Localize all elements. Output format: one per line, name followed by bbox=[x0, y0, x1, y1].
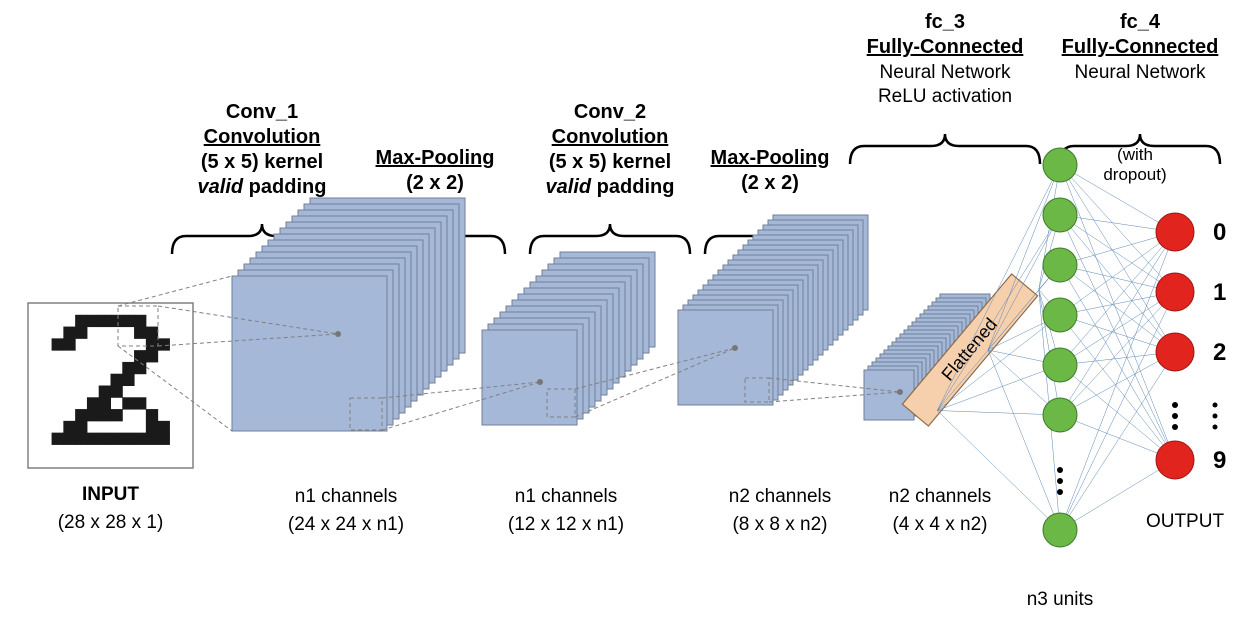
fc4-desc1: Neural Network bbox=[1075, 62, 1206, 83]
feature-map-plate bbox=[482, 330, 577, 425]
ellipsis-dot bbox=[1172, 402, 1178, 408]
projection-line bbox=[118, 276, 232, 306]
fc4-node bbox=[1156, 213, 1194, 251]
conv2-kernel: (5 x 5) kernel bbox=[549, 151, 671, 173]
conv2-stack: n2 channels (8 x 8 x n2) bbox=[678, 215, 868, 535]
fc-edge bbox=[937, 411, 1060, 530]
fc4-type: Fully-Connected bbox=[1062, 36, 1219, 58]
fc3-node bbox=[1043, 513, 1077, 547]
ellipsis-dot bbox=[1057, 478, 1063, 484]
fc4-title: fc_4 bbox=[1120, 11, 1161, 33]
conv2-padding: valid padding bbox=[546, 176, 675, 198]
output-class-label: 9 bbox=[1213, 447, 1226, 474]
fc3-type: Fully-Connected bbox=[867, 36, 1024, 58]
input-dims: (28 x 28 x 1) bbox=[58, 512, 164, 533]
fc3-node bbox=[1043, 148, 1077, 182]
input-image: INPUT (28 x 28 x 1) bbox=[28, 303, 193, 533]
fc3-caption: n3 units bbox=[1027, 589, 1094, 610]
pool2-stack-caption2: (4 x 4 x n2) bbox=[892, 514, 987, 535]
fc-edge bbox=[1060, 292, 1175, 530]
ellipsis-dot bbox=[1213, 414, 1218, 419]
output-class-label: 2 bbox=[1213, 339, 1226, 366]
fc3-desc2: ReLU activation bbox=[878, 86, 1012, 107]
brace bbox=[530, 224, 690, 254]
fc-edge bbox=[1060, 232, 1175, 530]
output-class-label: 1 bbox=[1213, 279, 1226, 306]
projection-dot bbox=[537, 379, 543, 385]
conv1-type: Convolution bbox=[204, 126, 321, 148]
input-label: INPUT bbox=[82, 484, 139, 505]
conv1-stack: n1 channels (24 x 24 x n1) bbox=[232, 198, 465, 535]
conv2-stack-caption1: n2 channels bbox=[729, 486, 831, 507]
ellipsis-dot bbox=[1172, 424, 1178, 430]
conv1-title: Conv_1 bbox=[226, 101, 298, 123]
fc4-node bbox=[1156, 333, 1194, 371]
conv1-stack-caption2: (24 x 24 x n1) bbox=[288, 514, 404, 535]
feature-map-plate bbox=[232, 276, 387, 431]
output-class-label: 0 bbox=[1213, 219, 1226, 246]
projection-dot bbox=[732, 345, 738, 351]
fc4-node bbox=[1156, 273, 1194, 311]
output-caption: OUTPUT bbox=[1146, 511, 1225, 532]
feature-map-plate bbox=[678, 310, 773, 405]
dropout-label-2: dropout) bbox=[1103, 165, 1166, 184]
pool1-size: (2 x 2) bbox=[406, 172, 464, 194]
pool1-title: Max-Pooling bbox=[376, 147, 495, 169]
conv1-padding: valid padding bbox=[198, 176, 327, 198]
pool1-stack-caption1: n1 channels bbox=[515, 486, 617, 507]
conv1-kernel: (5 x 5) kernel bbox=[201, 151, 323, 173]
conv2-stack-caption2: (8 x 8 x n2) bbox=[732, 514, 827, 535]
fc-edge bbox=[1060, 352, 1175, 530]
fc3-title: fc_3 bbox=[925, 11, 965, 33]
fc-edge bbox=[1060, 232, 1175, 315]
pool2-title: Max-Pooling bbox=[711, 147, 830, 169]
ellipsis-dot bbox=[1213, 403, 1218, 408]
feature-map-plate bbox=[864, 370, 914, 420]
ellipsis-dot bbox=[1172, 413, 1178, 419]
dropout-label-1: (with bbox=[1117, 145, 1153, 164]
cnn-architecture-diagram: Conv_1 Convolution (5 x 5) kernel valid pad… bbox=[0, 0, 1254, 638]
pool2-size: (2 x 2) bbox=[741, 172, 799, 194]
projection-dot bbox=[335, 331, 341, 337]
fc3-desc1: Neural Network bbox=[880, 62, 1011, 83]
fc-edge bbox=[1060, 352, 1175, 415]
pool1-stack-caption2: (12 x 12 x n1) bbox=[508, 514, 624, 535]
fc-edge bbox=[988, 215, 1060, 350]
fc3-node bbox=[1043, 248, 1077, 282]
fc-edge bbox=[1060, 265, 1175, 352]
brace bbox=[850, 134, 1040, 164]
conv1-stack-caption1: n1 channels bbox=[295, 486, 397, 507]
fc-edge bbox=[937, 165, 1060, 411]
fc-edge bbox=[937, 411, 1060, 415]
conv2-title: Conv_2 bbox=[574, 101, 646, 123]
projection-dot bbox=[897, 389, 903, 395]
ellipsis-dot bbox=[1057, 489, 1063, 495]
fc3-node bbox=[1043, 348, 1077, 382]
fc4-node bbox=[1156, 441, 1194, 479]
fc3-node bbox=[1043, 398, 1077, 432]
pool2-stack-caption1: n2 channels bbox=[889, 486, 991, 507]
fc3-node bbox=[1043, 198, 1077, 232]
ellipsis-dot bbox=[1057, 467, 1063, 473]
conv2-type: Convolution bbox=[552, 126, 669, 148]
ellipsis-dot bbox=[1213, 425, 1218, 430]
fc-layers: n3 units 0 1 2 9 OUTPUT (withdropout) bbox=[937, 145, 1226, 610]
fc3-node bbox=[1043, 298, 1077, 332]
